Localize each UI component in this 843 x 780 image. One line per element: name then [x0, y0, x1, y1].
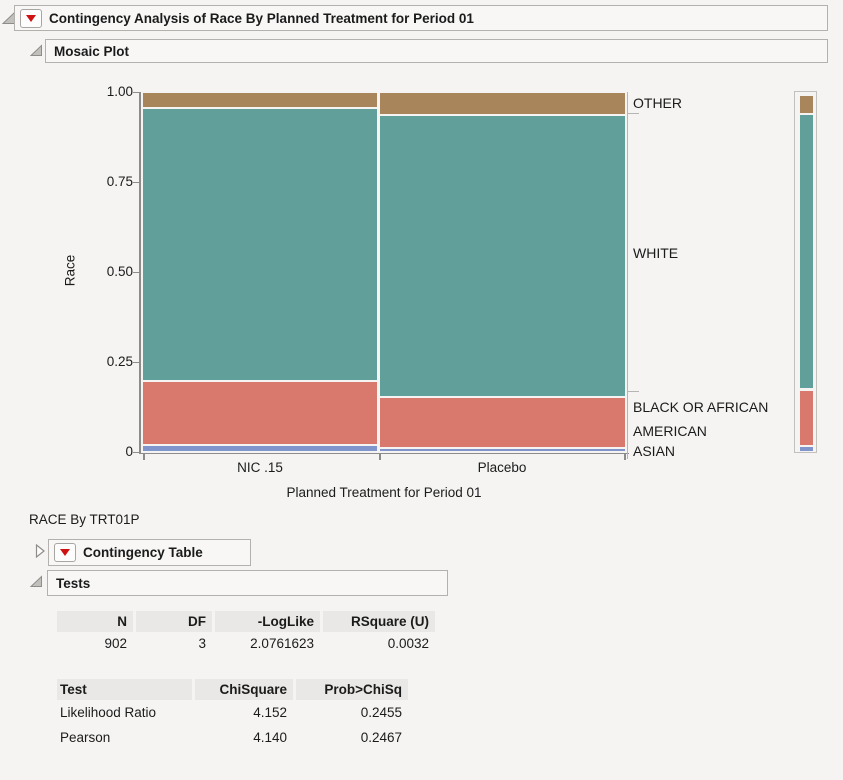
- mosaic-segment-asian[interactable]: [380, 448, 625, 451]
- column-header: ChiSquare: [195, 679, 293, 700]
- disclosure-open-icon[interactable]: [29, 575, 43, 593]
- table-header-row: Test ChiSquare Prob>ChiSq: [57, 679, 408, 700]
- x-category-nic15: NIC .15: [237, 460, 283, 475]
- overall-proportion-frame: [794, 91, 817, 453]
- cell: 0.0032: [387, 636, 429, 651]
- table-row: 902 3 2.0761623 0.0032: [57, 632, 435, 655]
- mosaic-plot-section-header[interactable]: Mosaic Plot: [45, 39, 828, 63]
- cell: 0.2455: [360, 705, 402, 720]
- overall-segment-asian[interactable]: [800, 447, 813, 451]
- table-row: Pearson 4.140 0.2467: [57, 725, 408, 750]
- mosaic-segment-other[interactable]: [143, 93, 377, 108]
- red-triangle-icon: [26, 14, 36, 22]
- y-tick-mark: [133, 271, 140, 273]
- mosaic-column-placebo: [380, 92, 625, 452]
- section-title: Contingency Table: [83, 545, 203, 560]
- column-header: Test: [57, 679, 192, 700]
- cell: 2.0761623: [250, 636, 314, 651]
- category-leader-line: [627, 92, 628, 459]
- race-label-black-line1: BLACK OR AFRICAN: [633, 399, 769, 415]
- chisq-tests-table: Test ChiSquare Prob>ChiSq Likelihood Ratio 4…: [57, 679, 408, 750]
- red-triangle-menu-button[interactable]: [20, 8, 42, 28]
- page-title: Contingency Analysis of Race By Planned …: [49, 10, 474, 26]
- cell: 902: [104, 636, 127, 651]
- race-label-asian: ASIAN: [633, 443, 676, 459]
- x-axis-line: [139, 452, 629, 454]
- contingency-table-section-header[interactable]: Contingency Table: [48, 539, 251, 566]
- y-tick-mark: [133, 181, 140, 183]
- column-header: DF: [136, 611, 212, 632]
- x-tick-mark: [143, 454, 145, 460]
- cell: 0.2467: [360, 730, 402, 745]
- race-label-white: WHITE: [633, 245, 679, 261]
- leader-tick: [627, 391, 639, 392]
- y-axis-line: [139, 92, 141, 453]
- cell: 3: [198, 636, 206, 651]
- y-tick-label: 0.75: [106, 174, 133, 189]
- y-axis-title: Race: [62, 254, 78, 287]
- red-triangle-menu-button[interactable]: [54, 543, 76, 562]
- y-tick-mark: [133, 91, 140, 93]
- column-header: RSquare (U): [323, 611, 435, 632]
- mosaic-segment-other[interactable]: [380, 93, 625, 114]
- mosaic-segment-white[interactable]: [143, 109, 377, 381]
- column-header: N: [57, 611, 133, 632]
- report-title-bar[interactable]: Contingency Analysis of Race By Planned …: [14, 5, 828, 31]
- mosaic-segment-white[interactable]: [380, 116, 625, 396]
- overall-segment-white[interactable]: [800, 115, 813, 389]
- mosaic-column-nic-15: [143, 92, 377, 452]
- table-header-row: N DF -LogLike RSquare (U): [57, 611, 435, 632]
- section-title: Tests: [56, 575, 91, 591]
- mosaic-segment-black-or-african-american[interactable]: [143, 382, 377, 445]
- x-axis-title: Planned Treatment for Period 01: [286, 485, 482, 500]
- red-triangle-icon: [60, 549, 70, 556]
- x-category-placebo: Placebo: [477, 460, 527, 475]
- overall-proportion-bar[interactable]: [800, 95, 813, 452]
- table-row: Likelihood Ratio 4.152 0.2455: [57, 700, 408, 725]
- x-tick-mark: [624, 454, 626, 460]
- y-tick-mark: [133, 451, 140, 453]
- cell: Likelihood Ratio: [60, 705, 157, 720]
- cell: 4.140: [253, 730, 287, 745]
- y-tick-label: 0: [125, 444, 133, 459]
- mosaic-segment-asian[interactable]: [143, 446, 377, 451]
- x-tick-mark: [379, 454, 381, 460]
- y-tick-label: 1.00: [106, 84, 133, 99]
- section-title: Mosaic Plot: [54, 43, 130, 59]
- race-label-black-line2: AMERICAN: [633, 423, 707, 439]
- y-tick-mark: [133, 361, 140, 363]
- cell: 4.152: [253, 705, 287, 720]
- cell: Pearson: [60, 730, 111, 745]
- disclosure-collapsed-icon[interactable]: [34, 543, 46, 564]
- overall-segment-other[interactable]: [800, 96, 813, 114]
- disclosure-open-icon[interactable]: [29, 44, 43, 62]
- summary-stats-table: N DF -LogLike RSquare (U) 902 3 2.0761623 0.003…: [57, 611, 435, 655]
- tests-section-header[interactable]: Tests: [47, 570, 448, 596]
- analysis-subtitle: RACE By TRT01P: [29, 512, 140, 527]
- leader-tick: [627, 113, 639, 114]
- overall-segment-black-or-african-american[interactable]: [800, 390, 813, 446]
- y-tick-label: 0.50: [106, 264, 133, 279]
- mosaic-segment-black-or-african-american[interactable]: [380, 397, 625, 447]
- y-tick-label: 0.25: [106, 354, 133, 369]
- column-header: Prob>ChiSq: [296, 679, 408, 700]
- mosaic-plot[interactable]: [143, 92, 625, 452]
- race-label-other: OTHER: [633, 95, 682, 111]
- column-header: -LogLike: [215, 611, 320, 632]
